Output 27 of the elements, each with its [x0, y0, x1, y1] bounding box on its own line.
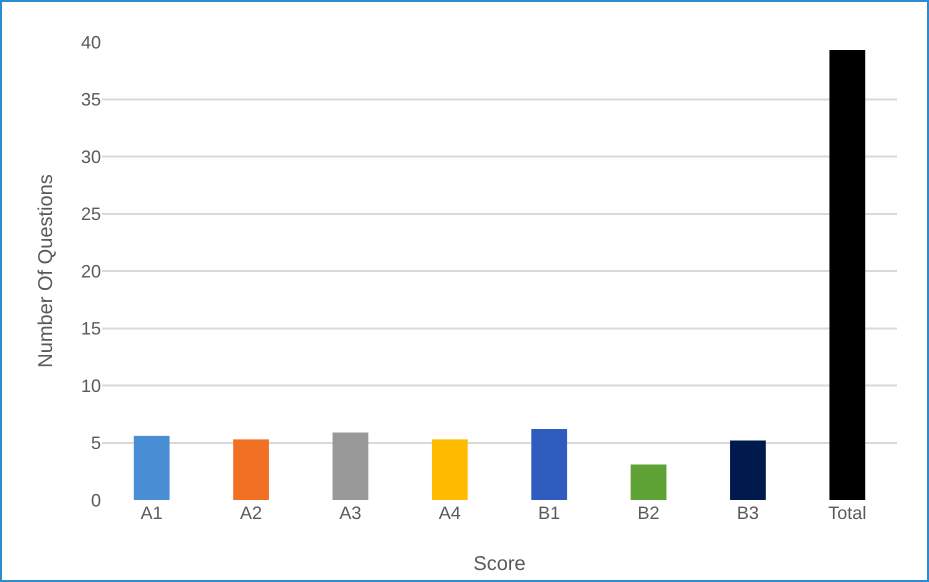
y-axis-title: Number Of Questions [35, 174, 57, 368]
bar [233, 439, 269, 500]
y-tick-label: 0 [90, 490, 101, 510]
x-tick-label: A4 [438, 503, 461, 523]
x-tick-label: B1 [538, 503, 560, 523]
bar [531, 429, 568, 500]
y-tick-label: 5 [90, 433, 101, 454]
x-tick-label: A3 [339, 503, 362, 523]
x-tick-label: B2 [638, 503, 660, 523]
y-tick-label: 20 [80, 261, 101, 282]
bar [432, 439, 468, 500]
y-tick-label: 25 [80, 204, 101, 224]
bar [134, 436, 170, 500]
x-tick-label: Total [828, 503, 866, 523]
x-tick-label: A1 [140, 503, 163, 523]
y-tick-label: 30 [80, 146, 101, 167]
y-tick-label: 10 [80, 376, 101, 396]
y-tick-label: 15 [80, 318, 101, 339]
y-tick-label: 35 [80, 90, 101, 110]
x-tick-label: B3 [736, 503, 759, 523]
bar [829, 50, 866, 500]
bar [730, 440, 766, 500]
bar [630, 464, 666, 500]
bar [332, 432, 368, 500]
x-tick-label: A2 [240, 503, 262, 523]
y-tick-label: 40 [80, 32, 101, 52]
x-axis-title: Score [473, 553, 526, 575]
